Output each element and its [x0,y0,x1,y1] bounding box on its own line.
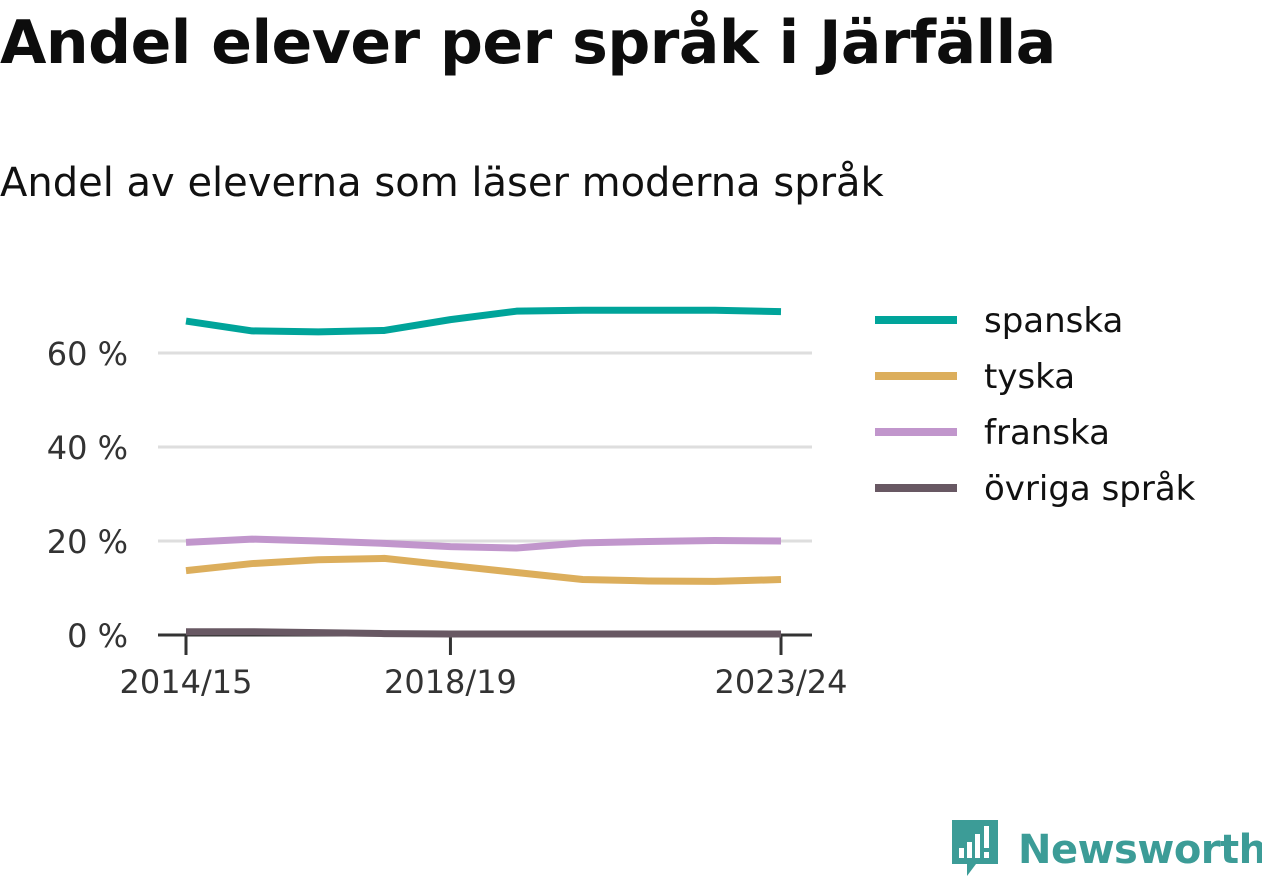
y-axis-ticks: 0 % 20 % 40 % 60 % [47,335,128,655]
y-tick-label: 40 % [47,429,128,467]
chart-subtitle: Andel av eleverna som läser moderna språ… [0,160,884,206]
y-tick-label: 20 % [47,523,128,561]
newsworthy-logo-icon [950,818,1000,882]
chart-title: Andel elever per språk i Järfälla [0,8,1056,78]
x-axis-ticks: 2014/15 2018/19 2023/24 [120,635,848,701]
series-line-franska [185,535,782,552]
brand: Newsworthy [950,818,1262,882]
x-tick-label: 2023/24 [715,663,848,701]
y-tick-label: 0 % [67,617,128,655]
legend-label: spanska [984,301,1123,341]
legend-label: övriga språk [984,469,1196,509]
series-line-spanska [185,306,782,336]
series-lines [185,306,782,638]
series-line-övriga-språk [186,628,781,638]
legend-label: tyska [984,357,1075,397]
legend: spanska tyska franska övriga språk [875,301,1196,509]
x-tick-label: 2014/15 [120,663,253,701]
gridlines [158,351,812,543]
brand-name: Newsworthy [1018,827,1262,873]
legend-label: franska [984,413,1110,453]
series-line-tyska [185,554,782,585]
y-tick-label: 60 % [47,335,128,373]
x-tick-label: 2018/19 [384,663,517,701]
